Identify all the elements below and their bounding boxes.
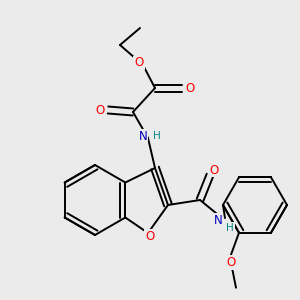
- Text: H: H: [153, 131, 161, 141]
- Text: O: O: [95, 103, 105, 116]
- Text: N: N: [214, 214, 222, 226]
- Text: O: O: [185, 82, 195, 94]
- Text: O: O: [226, 256, 236, 269]
- Text: O: O: [146, 230, 154, 242]
- Text: N: N: [139, 130, 147, 142]
- Text: O: O: [209, 164, 219, 176]
- Text: H: H: [226, 223, 234, 233]
- Text: O: O: [134, 56, 144, 70]
